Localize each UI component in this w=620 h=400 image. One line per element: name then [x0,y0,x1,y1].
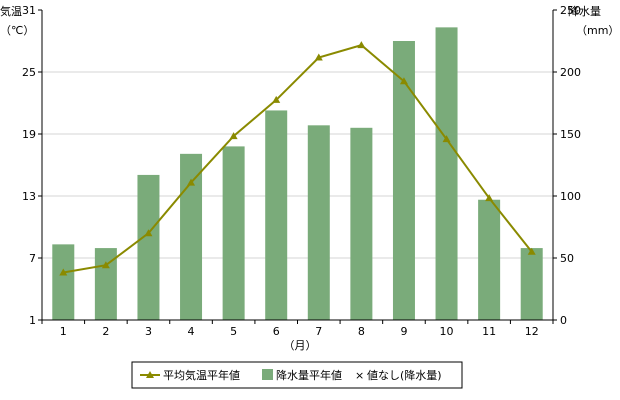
x-tick-label: 10 [440,325,454,338]
left-tick-label: 13 [22,190,36,203]
right-axis-label: 降水量 [568,4,601,18]
precipitation-bars [52,27,543,321]
right-tick-label: 0 [560,314,567,327]
x-tick-label: 5 [230,325,237,338]
legend-box [131,361,463,389]
precipitation-bar [520,248,543,320]
left-axis-unit: （℃） [0,24,34,37]
right-tick-label: 200 [560,66,581,79]
x-tick-label: 2 [102,325,109,338]
left-tick-label: 19 [22,128,36,141]
left-axis-label: 気温 [0,4,22,18]
temperature-line [59,41,536,276]
x-tick-label: 12 [525,325,539,338]
precipitation-bar [137,174,160,320]
precipitation-bar [392,41,415,320]
left-tick-label: 25 [22,66,36,79]
left-tick-label: 7 [29,252,36,265]
precipitation-bar [307,125,330,320]
x-tick-label: 8 [358,325,365,338]
precipitation-bar [222,146,245,320]
x-tick-label: 3 [145,325,152,338]
temperature-point [272,95,281,103]
precipitation-bar [478,199,501,320]
precipitation-bar [265,110,288,320]
x-tick-label: 1 [60,325,67,338]
right-tick-label: 250 [560,4,581,17]
temperature-point [527,247,536,255]
x-tick-label: 9 [400,325,407,338]
right-axis-unit: （mm） [576,24,619,37]
precipitation-bar [435,27,458,321]
right-tick-label: 150 [560,128,581,141]
left-tick-label: 31 [22,4,36,17]
temperature-point [229,132,238,140]
x-tick-label: 11 [482,325,496,338]
legend-missing-icon: × [355,369,364,382]
temperature-point [101,261,110,269]
precipitation-bar [180,153,203,320]
temperature-point [59,268,68,276]
legend: 平均気温平年値 降水量平年値 × 値なし(降水量) [131,361,463,389]
x-axis-label: （月） [284,339,317,352]
precipitation-bar [52,244,75,320]
right-tick-label: 50 [560,252,574,265]
temperature-point [357,41,366,49]
temperature-point [187,178,196,186]
right-tick-label: 100 [560,190,581,203]
legend-temperature: 平均気温平年値 [163,368,240,382]
x-tick-label: 7 [315,325,322,338]
temperature-point [442,135,451,143]
precipitation-bar [350,127,373,320]
x-tick-label: 4 [188,325,195,338]
left-tick-label: 1 [29,314,36,327]
axes [38,9,557,324]
legend-triangle-icon [146,371,154,378]
legend-precipitation: 降水量平年値 [276,368,342,382]
temperature-line-path [63,44,533,274]
temperature-point [399,77,408,85]
x-tick-label: 6 [273,325,280,338]
legend-bar-icon [262,369,273,380]
gridlines [42,71,553,259]
temperature-point [485,194,494,202]
temperature-point [314,53,323,61]
legend-missing: 値なし(降水量) [367,368,442,382]
temperature-point [144,229,153,237]
